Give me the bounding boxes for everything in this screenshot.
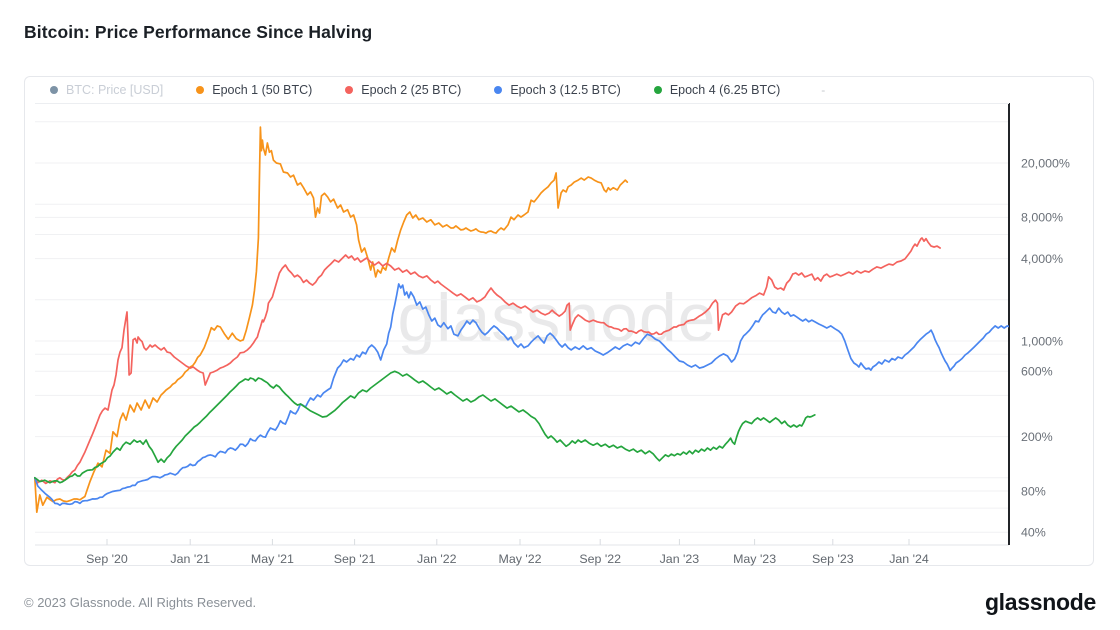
page-title: Bitcoin: Price Performance Since Halving xyxy=(24,22,373,42)
x-axis-label: Jan '21 xyxy=(170,552,210,566)
legend-trailing-dash: - xyxy=(821,82,826,97)
x-axis-label: May '21 xyxy=(251,552,294,566)
chart-legend: BTC: Price [USD] Epoch 1 (50 BTC) Epoch 2 … xyxy=(24,76,1094,103)
legend-item-epoch-2-25-btc[interactable]: Epoch 2 (25 BTC) xyxy=(345,83,461,97)
legend-item-epoch-3-12-5-btc[interactable]: Epoch 3 (12.5 BTC) xyxy=(494,82,621,97)
chart-card xyxy=(24,76,1094,566)
legend-label: Epoch 3 (12.5 BTC) xyxy=(510,82,621,97)
legend-label: Epoch 1 (50 BTC) xyxy=(212,82,313,97)
legend-dot-icon xyxy=(345,85,354,94)
copyright-text: © 2023 Glassnode. All Rights Reserved. xyxy=(24,595,257,610)
x-axis-label: Jan '22 xyxy=(417,552,457,566)
legend-dot-icon xyxy=(653,85,662,94)
y-axis-label: 40% xyxy=(1021,526,1046,540)
y-axis-label: 4,000% xyxy=(1021,252,1063,266)
legend-dot-icon xyxy=(196,85,205,94)
legend-separator xyxy=(35,103,1009,104)
series-line-epoch-1-50-btc xyxy=(34,126,629,514)
y-axis-label: 20,000% xyxy=(1021,156,1070,170)
glassnode-logo[interactable]: glassnode xyxy=(984,589,1096,615)
series-line-epoch-3-12-5-btc xyxy=(34,283,1009,507)
x-axis-label: Sep '20 xyxy=(86,552,128,566)
y-axis-label: 80% xyxy=(1021,484,1046,498)
series-line-epoch-2-25-btc xyxy=(34,237,941,485)
y-axis-label: 200% xyxy=(1021,430,1053,444)
legend-label: BTC: Price [USD] xyxy=(66,82,164,97)
legend-item-epoch-1-50-btc[interactable]: Epoch 1 (50 BTC) xyxy=(196,83,312,97)
x-axis-label: Jan '24 xyxy=(889,552,929,566)
x-axis-label: Sep '23 xyxy=(812,552,854,566)
legend-label: Epoch 4 (6.25 BTC) xyxy=(669,82,781,97)
x-axis-label: May '23 xyxy=(733,552,776,566)
x-axis-label: Sep '22 xyxy=(579,552,621,566)
legend-label: Epoch 2 (25 BTC) xyxy=(361,82,462,97)
x-axis-label: Jan '23 xyxy=(660,552,700,566)
y-axis-label: 8,000% xyxy=(1021,211,1063,225)
y-axis-label: 1,000% xyxy=(1021,334,1063,348)
x-axis-label: May '22 xyxy=(499,552,542,566)
legend-item-btc-price-usd[interactable]: BTC: Price [USD] xyxy=(50,83,163,97)
legend-item-epoch-4-6-25-btc[interactable]: Epoch 4 (6.25 BTC) xyxy=(653,82,781,97)
legend-dot-icon xyxy=(494,85,503,94)
legend-dot-icon xyxy=(50,85,58,94)
x-axis-label: Sep '21 xyxy=(334,552,376,566)
series-line-epoch-4-6-25-btc xyxy=(34,370,816,484)
y-axis-label: 600% xyxy=(1021,365,1053,379)
